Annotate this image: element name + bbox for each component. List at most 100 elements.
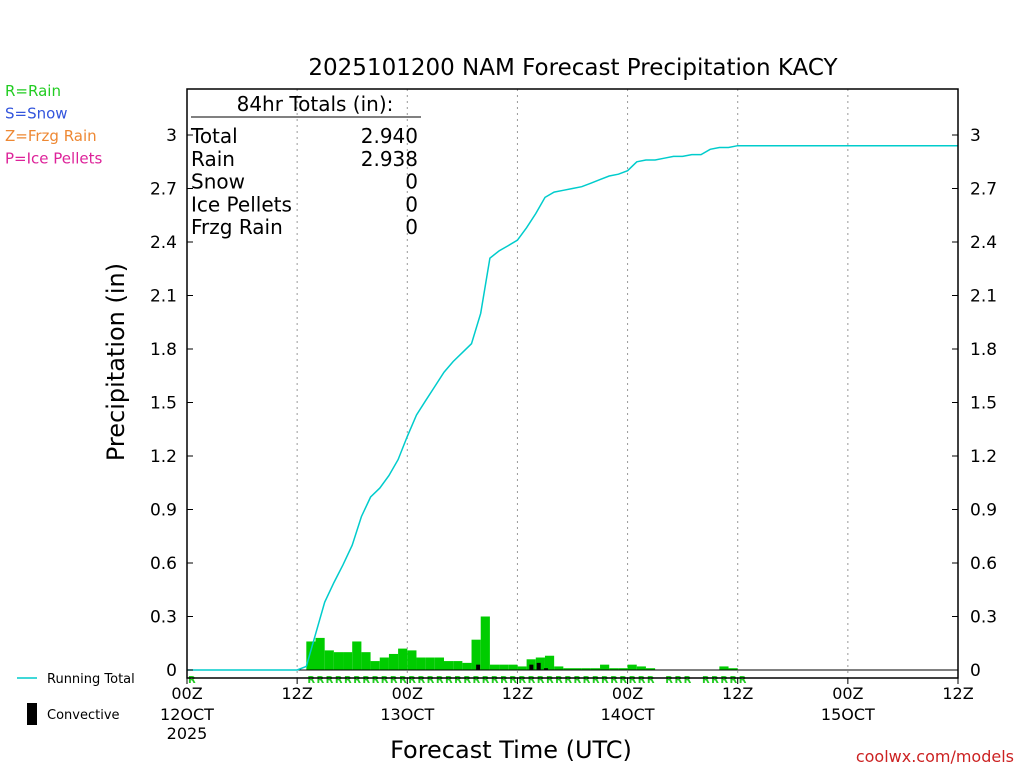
- y-tick-label: 0.3: [150, 608, 177, 628]
- precip-bar: [306, 641, 316, 670]
- x-tick-label: 12Z: [281, 684, 312, 703]
- ptype-mark: R: [399, 675, 407, 686]
- totals-label: Snow: [191, 170, 245, 194]
- ptype-mark: R: [417, 675, 425, 686]
- series-legend: Running Total Convective: [17, 672, 135, 725]
- totals-value: 0: [405, 170, 418, 194]
- precip-bar: [343, 652, 353, 670]
- precip-bar: [315, 637, 325, 670]
- precip-bar: [471, 639, 481, 670]
- precip-bar: [407, 650, 417, 670]
- y-tick-label: 2.4: [150, 233, 177, 253]
- precip-bar: [333, 652, 344, 670]
- ptype-mark: R: [601, 675, 609, 686]
- precip-bar: [508, 664, 518, 670]
- x-tick-label: 12Z: [942, 684, 973, 703]
- legend-label: Running Total: [47, 672, 135, 687]
- ptype-mark: R: [473, 675, 481, 686]
- ptype-mark: R: [372, 675, 380, 686]
- chart-title: 2025101200 NAM Forecast Precipitation KA…: [308, 55, 838, 81]
- ptype-mark: R: [362, 675, 370, 686]
- ptype-mark: R: [381, 675, 389, 686]
- y-tick-label: 1.2: [150, 447, 177, 467]
- y-tick-label-right: 1.5: [970, 394, 997, 414]
- y-tick-label-right: 2.1: [970, 287, 997, 307]
- convective-bar: [544, 668, 549, 670]
- ptype-mark: R: [390, 675, 398, 686]
- ptype-mark: R: [665, 675, 673, 686]
- totals-label: Ice Pellets: [191, 192, 292, 216]
- ptype-mark: R: [188, 675, 196, 686]
- ptype-mark: R: [335, 675, 343, 686]
- precip-bar: [728, 668, 738, 670]
- ptype-mark: R: [427, 675, 435, 686]
- totals-rows: Total 2.940 Rain 2.938 Snow 0 Ice Pellets 0 Frzg…: [190, 124, 418, 239]
- y-tick-label: 3: [166, 126, 177, 146]
- ptype-mark: R: [702, 675, 710, 686]
- precip-bar: [425, 657, 435, 670]
- y-tick-label-right: 1.2: [970, 447, 997, 467]
- hourly-precip-bars: [306, 616, 738, 670]
- precip-bar: [324, 650, 334, 670]
- precip-bar: [645, 668, 656, 670]
- totals-label: Total: [190, 124, 238, 148]
- y-tick-label-right: 0.9: [970, 501, 997, 521]
- x-tick-label: 00Z: [612, 684, 643, 703]
- ptype-mark: R: [674, 675, 682, 686]
- y-tick-label: 0.9: [150, 501, 177, 521]
- ptype-mark: R: [730, 675, 738, 686]
- y-tick-label-right: 0.6: [970, 554, 997, 574]
- precip-bar: [444, 661, 454, 670]
- precip-bar: [379, 657, 389, 670]
- ptype-mark: R: [317, 675, 325, 686]
- ptype-mark: R: [720, 675, 728, 686]
- ptype-mark: R: [546, 675, 554, 686]
- y-tick-label-right: 2.4: [970, 233, 997, 253]
- ptype-mark: R: [326, 675, 334, 686]
- precip-bar: [590, 668, 601, 670]
- ptype-mark: R: [500, 675, 508, 686]
- ptype-mark: R: [555, 675, 563, 686]
- x-axis-label: Forecast Time (UTC): [390, 736, 632, 764]
- totals-value: 0: [405, 215, 418, 239]
- x-tick-label: 00Z: [392, 684, 423, 703]
- y-tick-label: 2.7: [150, 180, 177, 200]
- ptype-mark: R: [509, 675, 517, 686]
- precip-bar: [618, 668, 628, 670]
- ptype-mark: R: [638, 675, 646, 686]
- x-tick-date: 13OCT: [380, 705, 434, 724]
- totals-label: Frzg Rain: [191, 215, 283, 239]
- precip-bar: [462, 662, 472, 670]
- x-tick-label: 00Z: [832, 684, 863, 703]
- x-tick-label: 12Z: [502, 684, 533, 703]
- ptype-mark: R: [307, 675, 315, 686]
- precip-bar: [453, 661, 463, 670]
- vertical-gridlines: [296, 89, 849, 678]
- ptype-mark: R: [537, 675, 545, 686]
- y-tick-label: 2.1: [150, 287, 177, 307]
- precip-bar: [416, 657, 426, 670]
- precip-bar: [636, 666, 646, 670]
- precip-bar: [480, 616, 490, 670]
- totals-title: 84hr Totals (in):: [237, 92, 394, 116]
- ptype-mark: R: [583, 675, 591, 686]
- plot-frame: [186, 88, 959, 679]
- precip-bar: [352, 641, 362, 670]
- x-tick-label: 12Z: [722, 684, 753, 703]
- precip-bar: [544, 655, 555, 670]
- y-tick-label-right: 0: [970, 661, 981, 681]
- ptype-mark: R: [491, 675, 499, 686]
- legend-bar-swatch: [27, 703, 37, 725]
- precip-bar: [554, 666, 564, 670]
- y-tick-label: 0.6: [150, 554, 177, 574]
- precip-bar: [434, 657, 444, 670]
- ptype-mark: R: [463, 675, 471, 686]
- legend-label: Convective: [47, 708, 120, 723]
- running-total-line: [187, 144, 958, 671]
- y-axis-ticks: 0 00.3 0.30.6 0.60.9 0.91.2 1.21.5 1.51.8 1.82.…: [150, 126, 997, 681]
- precip-bar: [600, 664, 610, 670]
- precip-bar: [361, 652, 371, 670]
